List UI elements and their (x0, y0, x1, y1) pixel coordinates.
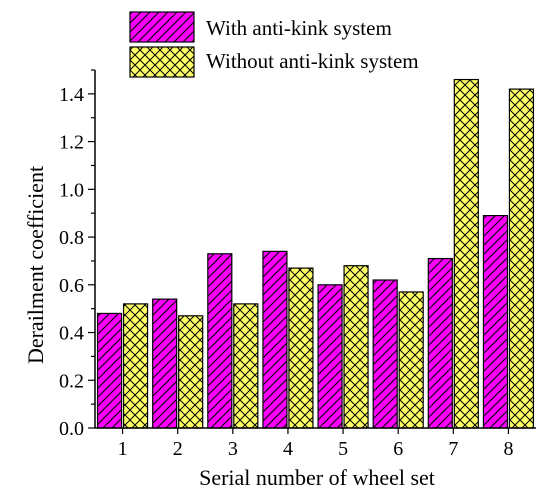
legend-label-with: With anti-kink system (206, 16, 392, 40)
y-tick-label: 0.0 (59, 418, 84, 440)
x-tick-label: 1 (118, 438, 128, 460)
y-tick-label: 1.4 (59, 84, 84, 106)
bar-without-5 (343, 265, 369, 429)
y-tick-label: 1.0 (59, 179, 84, 201)
bar-without-2 (178, 315, 204, 429)
bar-without-4 (288, 267, 314, 429)
bar-with-3 (207, 253, 233, 429)
x-tick-label: 5 (338, 438, 348, 460)
bar-with-5 (317, 284, 343, 429)
bars-group (96, 78, 535, 429)
bar-with-6 (372, 279, 398, 429)
legend: With anti-kink system Without anti-kink … (129, 11, 419, 78)
y-tick-label: 0.4 (59, 323, 84, 345)
bar-with-1 (96, 312, 123, 429)
x-tick-label: 2 (173, 438, 183, 460)
x-axis-title: Serial number of wheel set (199, 465, 435, 490)
legend-label-without: Without anti-kink system (206, 49, 419, 73)
x-tick-label: 7 (448, 438, 458, 460)
bar-without-6 (398, 291, 424, 429)
y-tick-label: 1.2 (59, 132, 84, 154)
x-tick-label: 3 (228, 438, 238, 460)
bar-with-4 (262, 250, 288, 429)
bar-without-7 (453, 78, 479, 429)
bar-without-8 (508, 88, 535, 429)
bar-with-7 (427, 257, 453, 429)
x-tick-label: 4 (283, 438, 293, 460)
bar-with-8 (482, 214, 509, 429)
bar-without-3 (233, 303, 259, 429)
y-axis-title: Derailment coefficient (23, 166, 48, 364)
axes-group: 0.0 0.2 0.4 0.6 0.8 1.0 1.2 1.4 1 2 3 4 5 6 7 8 (59, 69, 536, 460)
x-tick-label: 8 (503, 438, 513, 460)
y-tick-label: 0.2 (59, 370, 84, 392)
bar-with-2 (152, 298, 178, 429)
bar-without-1 (122, 303, 149, 429)
x-tick-label: 6 (393, 438, 403, 460)
y-tick-label: 0.6 (59, 275, 84, 297)
y-tick-label: 0.8 (59, 227, 84, 249)
legend-swatch-without (129, 46, 195, 78)
legend-swatch-with (129, 11, 195, 43)
